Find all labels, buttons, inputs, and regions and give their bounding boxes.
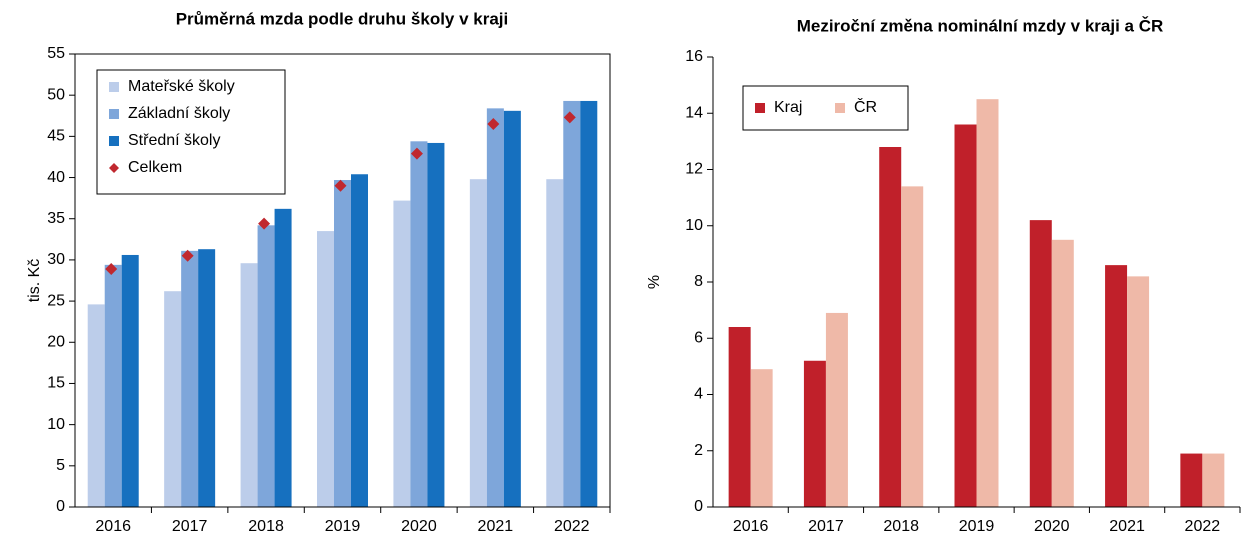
y-tick-label: 45 — [47, 128, 65, 145]
x-tick-label: 2020 — [401, 518, 437, 535]
bar — [351, 174, 368, 507]
bar — [486, 108, 504, 508]
bar — [580, 100, 598, 508]
plot-frame — [74, 53, 611, 508]
x-tick-label: 2019 — [325, 518, 361, 535]
x-tick-label: 2022 — [1185, 518, 1221, 535]
legend-label: Základní školy — [128, 105, 230, 122]
bar — [803, 360, 826, 507]
x-tick-label: 2022 — [554, 518, 590, 535]
y-tick-label: 6 — [694, 329, 703, 346]
bar — [1127, 276, 1150, 507]
bar — [954, 124, 977, 507]
x-tick-label: 2019 — [959, 518, 995, 535]
legend-swatch — [755, 103, 765, 113]
x-tick-label: 2021 — [1109, 518, 1145, 535]
y-tick-label: 5 — [56, 457, 65, 474]
bar — [427, 142, 445, 507]
legend-label: Kraj — [774, 99, 802, 116]
legend-label: Mateřské školy — [128, 78, 235, 95]
x-tick-label: 2018 — [248, 518, 284, 535]
legend-swatch — [109, 109, 119, 119]
bar — [1029, 220, 1052, 507]
bar — [1105, 265, 1128, 507]
y-tick-label: 16 — [685, 48, 703, 65]
bar — [901, 186, 924, 507]
bar — [976, 99, 999, 507]
bar — [198, 249, 216, 507]
x-tick-label: 2016 — [733, 518, 769, 535]
bar — [728, 327, 751, 507]
data-point — [410, 147, 423, 160]
chart-title: Průměrná mzda podle druhu školy v kraji — [176, 9, 509, 28]
y-tick-label: 0 — [56, 498, 65, 515]
y-tick-label: 0 — [694, 498, 703, 515]
y-tick-label: 8 — [694, 273, 703, 290]
bar — [1051, 239, 1074, 507]
y-tick-label: 10 — [685, 217, 703, 234]
x-tick-label: 2020 — [1034, 518, 1070, 535]
y-axis-label: % — [646, 275, 663, 289]
bar — [750, 369, 773, 507]
y-tick-label: 55 — [47, 45, 65, 62]
y-tick-label: 50 — [47, 86, 65, 103]
data-point — [334, 179, 347, 192]
legend-box — [96, 69, 286, 195]
x-tick-label: 2017 — [808, 518, 844, 535]
bar — [503, 110, 521, 508]
y-tick-label: 4 — [694, 386, 703, 403]
y-tick-label: 14 — [685, 104, 703, 121]
legend-label: Celkem — [128, 159, 182, 176]
bar — [1180, 453, 1203, 507]
data-point — [105, 262, 118, 275]
bar — [104, 264, 122, 507]
legend-label: Střední školy — [128, 132, 220, 149]
legend-swatch — [109, 136, 119, 146]
data-point — [181, 249, 194, 262]
x-tick-label: 2018 — [883, 518, 919, 535]
y-tick-label: 2 — [694, 442, 703, 459]
y-tick-label: 10 — [47, 416, 65, 433]
bar — [164, 291, 182, 507]
legend-swatch — [109, 82, 119, 92]
bar — [469, 179, 487, 507]
bar — [87, 304, 105, 507]
bar — [563, 100, 581, 508]
legend-box — [742, 85, 909, 131]
bar — [334, 180, 351, 507]
legend-label: ČR — [854, 97, 877, 116]
y-tick-label: 15 — [47, 375, 65, 392]
data-point — [487, 118, 500, 131]
x-tick-label: 2021 — [478, 518, 514, 535]
bar — [879, 147, 902, 507]
bar — [317, 231, 334, 507]
data-point — [258, 217, 271, 230]
legend-swatch — [835, 103, 845, 113]
chart-title: Meziroční změna nominální mzdy v kraji a… — [797, 16, 1164, 35]
y-tick-label: 30 — [47, 251, 65, 268]
bar — [410, 141, 428, 507]
y-tick-label: 12 — [685, 161, 703, 178]
y-tick-label: 20 — [47, 333, 65, 350]
bar — [257, 225, 275, 508]
bar — [240, 263, 258, 507]
x-tick-label: 2016 — [95, 518, 131, 535]
bar — [181, 250, 199, 507]
bar — [546, 179, 564, 507]
y-axis-label: tis. Kč — [26, 259, 43, 303]
legend-marker — [109, 163, 119, 173]
bar — [121, 254, 139, 507]
data-point — [563, 111, 576, 124]
x-tick-label: 2017 — [172, 518, 208, 535]
y-tick-label: 25 — [47, 292, 65, 309]
bar — [1202, 453, 1225, 507]
bar — [825, 312, 848, 507]
y-tick-label: 35 — [47, 210, 65, 227]
y-tick-label: 40 — [47, 169, 65, 186]
bar — [393, 200, 411, 507]
bar — [274, 208, 292, 508]
